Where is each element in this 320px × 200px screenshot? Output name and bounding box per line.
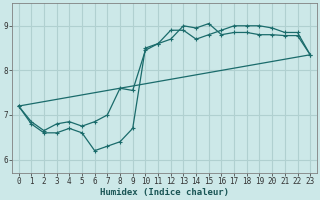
X-axis label: Humidex (Indice chaleur): Humidex (Indice chaleur) [100, 188, 229, 197]
